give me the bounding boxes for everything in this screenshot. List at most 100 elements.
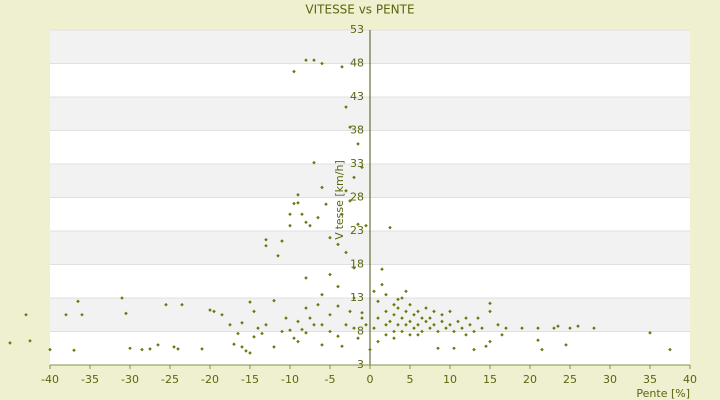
point — [372, 326, 376, 330]
point — [412, 326, 416, 330]
point — [536, 326, 540, 330]
point — [360, 165, 364, 170]
point — [336, 284, 340, 289]
point — [300, 327, 304, 332]
point — [248, 351, 252, 355]
point — [552, 326, 556, 330]
x-tick-label: 25 — [563, 373, 577, 386]
point — [380, 267, 384, 271]
point — [76, 299, 80, 304]
x-tick-label: -30 — [121, 373, 139, 386]
point — [288, 223, 292, 228]
point — [568, 326, 572, 330]
x-tick-label: 35 — [643, 373, 657, 386]
point — [448, 323, 452, 327]
point — [384, 333, 388, 337]
point — [128, 346, 132, 351]
point — [468, 323, 472, 327]
point — [304, 220, 308, 225]
point — [72, 348, 76, 353]
x-axis-label: Pente [%] — [636, 387, 690, 400]
point — [340, 212, 344, 217]
point — [352, 326, 356, 330]
point — [520, 326, 524, 330]
point — [240, 345, 244, 349]
point — [208, 308, 212, 312]
point — [412, 312, 416, 317]
point — [536, 338, 540, 343]
point — [320, 185, 324, 190]
point — [264, 323, 268, 327]
point — [288, 328, 292, 332]
point — [404, 289, 408, 294]
x-tick-label: 5 — [407, 373, 414, 386]
point — [352, 266, 356, 270]
point — [292, 69, 296, 74]
point — [228, 323, 232, 327]
point — [428, 316, 432, 320]
point — [292, 201, 296, 206]
y-tick-label: 18 — [350, 258, 364, 271]
point — [244, 349, 248, 353]
point — [404, 309, 408, 314]
point — [376, 339, 380, 344]
point — [320, 292, 324, 297]
point — [460, 326, 464, 330]
point — [264, 237, 268, 242]
point — [376, 316, 380, 320]
y-tick-label: 38 — [350, 124, 364, 137]
point — [304, 276, 308, 280]
point — [240, 320, 244, 325]
point — [140, 347, 144, 352]
point — [360, 310, 364, 315]
point — [392, 336, 396, 340]
point — [156, 343, 160, 347]
x-tick-label: 10 — [443, 373, 457, 386]
point — [392, 329, 396, 334]
point — [344, 189, 348, 193]
point — [320, 323, 324, 327]
point — [8, 341, 12, 345]
point — [284, 316, 288, 320]
point — [376, 299, 380, 304]
x-tick-label: -35 — [81, 373, 99, 386]
point — [452, 329, 456, 334]
point — [448, 309, 452, 314]
point — [300, 212, 304, 217]
point — [296, 201, 300, 205]
point — [340, 344, 344, 349]
point — [384, 292, 388, 297]
point — [540, 347, 544, 352]
point — [212, 309, 216, 314]
point — [576, 324, 580, 328]
point — [336, 304, 340, 308]
point — [316, 302, 320, 307]
point — [472, 329, 476, 334]
point — [176, 347, 180, 351]
point — [312, 58, 316, 62]
point — [416, 323, 420, 327]
y-tick-label: 48 — [350, 57, 364, 70]
point — [392, 302, 396, 307]
point — [200, 347, 204, 351]
point — [392, 312, 396, 317]
point — [444, 326, 448, 330]
point — [24, 312, 28, 317]
point — [396, 297, 400, 302]
point — [364, 323, 368, 327]
point — [252, 309, 256, 314]
point — [280, 239, 284, 243]
point — [320, 343, 324, 347]
point — [404, 323, 408, 327]
point — [436, 329, 440, 334]
point — [356, 222, 360, 227]
point — [328, 272, 332, 277]
point — [148, 347, 152, 351]
x-tick-label: -40 — [41, 373, 59, 386]
point — [424, 319, 428, 324]
x-tick-label: 20 — [523, 373, 537, 386]
point — [668, 347, 672, 352]
point — [440, 312, 444, 317]
point — [340, 65, 344, 69]
